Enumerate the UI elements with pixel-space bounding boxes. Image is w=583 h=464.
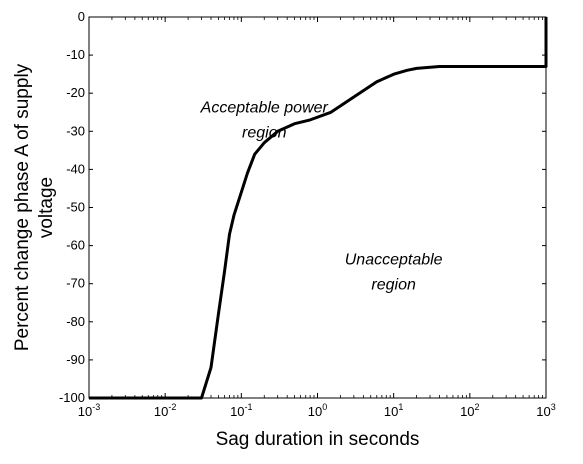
y-tick-label: -30 xyxy=(66,123,85,138)
x-tick-label: 100 xyxy=(308,402,327,419)
y-tick-label: 0 xyxy=(78,9,85,24)
x-tick-label: 101 xyxy=(384,402,403,419)
y-tick-label: -70 xyxy=(66,276,85,291)
y-tick-label: -40 xyxy=(66,161,85,176)
annotation-text: region xyxy=(242,124,287,141)
y-tick-label: -100 xyxy=(59,390,85,405)
x-axis: 10-3 10-2 10-1 100 101 102 103 xyxy=(78,17,556,419)
y-axis-title: Percent change phase A of supply voltage xyxy=(12,63,57,351)
x-tick-label: 10-1 xyxy=(230,402,252,419)
y-tick-label: -60 xyxy=(66,238,85,253)
y-axis-title-line: voltage xyxy=(36,177,57,238)
annotations: Acceptable power region Unacceptable region xyxy=(200,99,443,293)
x-axis-title: Sag duration in seconds xyxy=(216,429,420,450)
y-tick-label: -50 xyxy=(66,200,85,215)
plot-frame xyxy=(88,16,547,399)
y-tick-label: -20 xyxy=(66,85,85,100)
series-line xyxy=(89,17,548,400)
annotation-text: Unacceptable xyxy=(345,252,443,269)
annotation-text: Acceptable power xyxy=(200,99,329,116)
x-tick-label: 102 xyxy=(460,402,479,419)
y-tick-label: -90 xyxy=(66,352,85,367)
y-axis-title-line: Percent change phase A of supply xyxy=(12,63,33,351)
y-tick-label: -80 xyxy=(66,314,85,329)
annotation-text: region xyxy=(371,277,416,294)
x-tick-label: 10-2 xyxy=(154,402,176,419)
y-axis: 0 -10 -20 -30 -40 -50 -60 -70 -80 -90 -100 xyxy=(59,9,546,405)
x-tick-label: 10-3 xyxy=(78,402,100,419)
y-tick-label: -10 xyxy=(66,47,85,62)
x-tick-label: 103 xyxy=(536,402,555,419)
